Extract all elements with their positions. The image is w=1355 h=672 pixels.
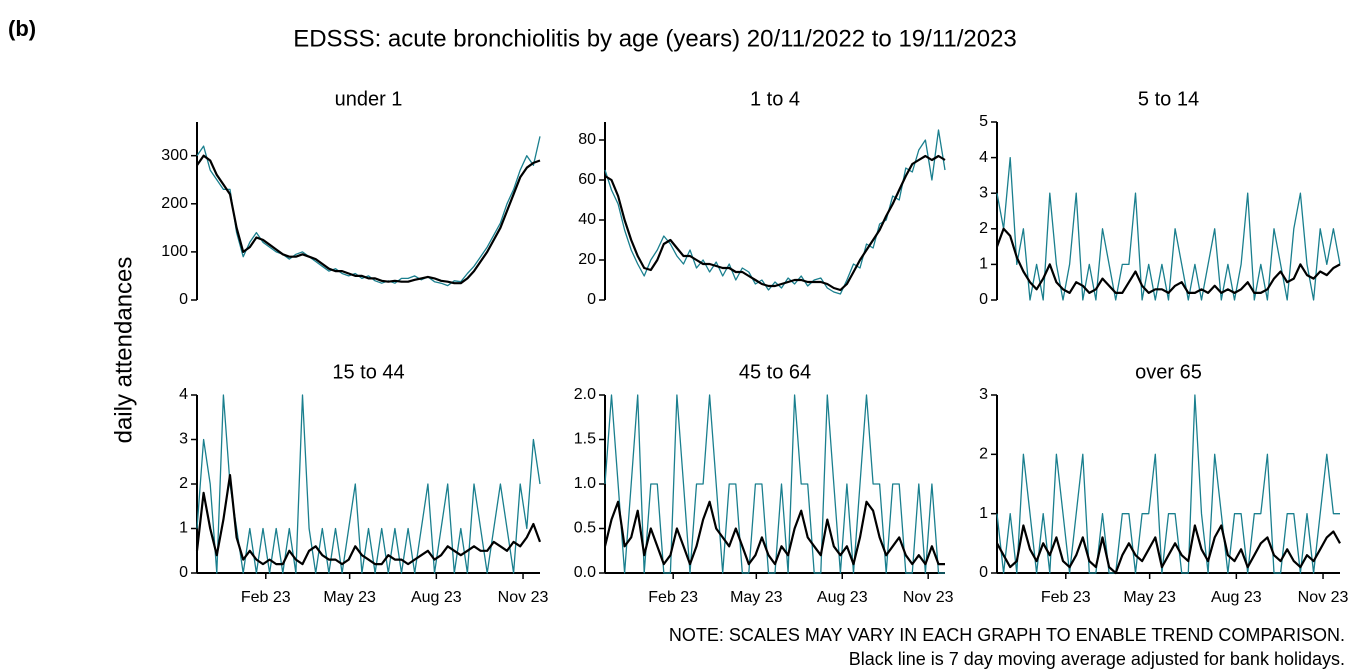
y-tick-label: 2.0 [574,386,596,403]
x-tick-label: Feb 23 [241,589,291,606]
figure-title: EDSSS: acute bronchiolitis by age (years… [293,25,1017,52]
series-line [603,500,945,566]
panel-title: 15 to 44 [332,361,404,383]
y-tick-label: 300 [161,147,188,164]
y-tick-label: 80 [578,131,596,148]
x-tick-label: Feb 23 [648,589,698,606]
series-line [996,156,1341,301]
y-tick-label: 0.5 [574,520,596,537]
y-tick-label: 200 [161,195,188,212]
y-tick-label: 1.0 [574,475,596,492]
series-line [604,154,946,292]
y-tick-label: 2 [979,446,988,463]
y-tick-label: 20 [578,251,596,268]
series-line [995,227,1341,294]
y-tick-label: 3 [979,184,988,201]
panel-title: over 65 [1135,361,1202,383]
panel-label: (b) [8,16,36,41]
y-tick-label: 1.5 [574,431,596,448]
y-tick-label: 4 [179,386,188,403]
panel-title: 5 to 14 [1138,88,1199,110]
y-tick-label: 0 [179,564,188,581]
series-line [196,154,541,285]
x-tick-label: Nov 23 [1298,589,1349,606]
series-line [196,136,541,287]
y-tick-label: 2 [979,220,988,237]
x-tick-label: May 23 [730,589,783,606]
series-line [996,524,1341,575]
y-tick-label: 0.0 [574,564,596,581]
panel-title: 45 to 64 [739,361,811,383]
y-tick-label: 0 [979,291,988,308]
series-line [195,474,542,566]
y-tick-label: 40 [578,211,596,228]
x-tick-label: May 23 [323,589,376,606]
note: Black line is 7 day moving average adjus… [849,649,1345,669]
y-tick-label: 3 [179,431,188,448]
y-axis-label: daily attendances [110,257,137,444]
x-tick-label: Aug 23 [817,589,868,606]
series-line [196,394,541,574]
y-tick-label: 1 [979,505,988,522]
y-tick-label: 4 [979,149,988,166]
y-tick-label: 2 [179,475,188,492]
series-line [604,129,946,295]
panel-title: under 1 [335,88,403,110]
x-tick-label: Nov 23 [498,589,549,606]
x-tick-label: Aug 23 [411,589,462,606]
y-tick-label: 0 [179,291,188,308]
x-tick-label: Aug 23 [1211,589,1262,606]
y-tick-label: 100 [161,243,188,260]
x-tick-label: Nov 23 [903,589,954,606]
note: NOTE: SCALES MAY VARY IN EACH GRAPH TO E… [669,625,1345,645]
series-line [996,394,1340,574]
y-tick-label: 0 [587,291,596,308]
x-tick-label: Feb 23 [1041,589,1091,606]
panel-title: 1 to 4 [750,88,800,110]
y-tick-label: 60 [578,171,596,188]
y-tick-label: 3 [979,386,988,403]
y-tick-label: 1 [979,256,988,273]
y-tick-label: 0 [979,564,988,581]
x-tick-label: May 23 [1123,589,1176,606]
y-tick-label: 5 [979,113,988,130]
series-line [604,394,945,574]
y-tick-label: 1 [179,520,188,537]
